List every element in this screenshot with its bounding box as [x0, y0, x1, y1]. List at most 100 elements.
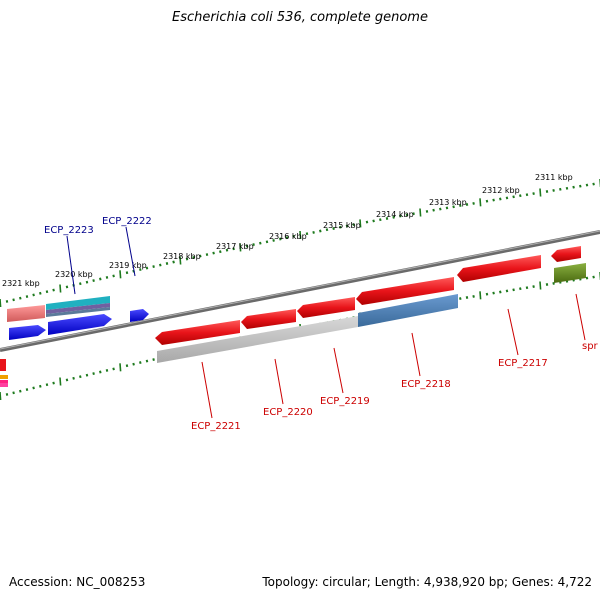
outer-scale-tick	[559, 187, 562, 191]
inner-scale-tick	[45, 383, 49, 387]
outer-scale-tick	[345, 224, 349, 228]
inner-scale-tick	[19, 389, 22, 393]
inner-scale-tick	[59, 377, 62, 386]
inner-scale-tick	[519, 287, 522, 291]
outer-scale-tick	[225, 248, 229, 252]
feature-steel-band[interactable]	[358, 294, 458, 327]
outer-scale-tick	[492, 198, 495, 202]
outer-scale-tick	[592, 182, 595, 186]
gene-right-red[interactable]	[551, 246, 581, 262]
gene-label-ECP_2219[interactable]: ECP_2219	[320, 396, 370, 407]
inner-scale-tick	[112, 367, 115, 371]
inner-scale-tick	[25, 388, 29, 392]
outer-scale-tick	[152, 265, 155, 269]
gene-ECP_2219-feature[interactable]	[297, 297, 355, 318]
inner-scale-tick	[125, 364, 129, 368]
feature-olive[interactable]	[554, 263, 586, 283]
gene-label-spr[interactable]: spr	[582, 341, 599, 352]
inner-scale-tick	[592, 275, 595, 279]
feature-gray-band[interactable]	[157, 316, 358, 363]
outer-scale-tick	[199, 254, 202, 258]
inner-scale-tick	[119, 363, 122, 372]
outer-scale-tick	[572, 185, 575, 189]
outer-scale-tick	[459, 204, 462, 208]
inner-scale-tick	[0, 391, 2, 401]
inner-scale-tick	[52, 381, 55, 385]
gene-label-ECP_2220[interactable]: ECP_2220	[263, 407, 313, 418]
outer-scale-tick	[19, 296, 22, 300]
outer-scale-tick	[579, 184, 582, 188]
outer-scale-tick	[212, 251, 215, 255]
gene-label-ECP_2222[interactable]: ECP_2222	[102, 216, 152, 227]
scale-label-2317: 2317 kbp	[216, 242, 254, 251]
gene-ECP_2218-feature[interactable]	[356, 277, 454, 305]
outer-scale-tick	[392, 215, 395, 219]
inner-scale-tick	[145, 359, 149, 363]
inner-scale-tick	[12, 391, 15, 395]
outer-scale-tick	[139, 268, 142, 272]
outer-scale-tick	[399, 214, 402, 218]
inner-scale-tick	[512, 288, 515, 292]
gene-salmon[interactable]	[7, 305, 45, 322]
gene-label-ECP_2223[interactable]: ECP_2223	[44, 225, 94, 236]
inner-scale-tick	[152, 358, 155, 362]
map-title: Escherichia coli 536, complete genome	[172, 10, 428, 25]
gene-label-ECP_2218[interactable]: ECP_2218	[401, 379, 451, 390]
outer-scale-tick	[5, 299, 9, 303]
outer-scale-tick	[99, 277, 102, 281]
gene-ECP_2222-feature[interactable]	[130, 309, 149, 322]
outer-scale-tick	[292, 234, 295, 238]
outer-scale-tick	[419, 208, 422, 217]
outer-scale-tick	[112, 274, 115, 278]
outer-scale-tick	[105, 275, 109, 279]
outer-scale-tick	[125, 271, 129, 275]
outer-scale-tick	[79, 282, 82, 286]
outer-scale-tick	[305, 232, 309, 236]
outer-scale-tick	[65, 285, 69, 289]
inner-scale-tick	[472, 294, 475, 298]
scale-label-2318: 2318 kbp	[163, 252, 201, 261]
inner-scale-tick	[139, 361, 142, 365]
gene-label-ECP_2217[interactable]: ECP_2217	[498, 358, 548, 369]
outer-scale-tick	[92, 279, 95, 283]
outer-scale-tick	[525, 193, 529, 197]
inner-scale-tick	[545, 283, 549, 286]
outer-scale-tick	[119, 270, 122, 279]
outer-scale-tick	[45, 290, 49, 294]
inner-scale-tick	[65, 378, 69, 382]
outer-scale-tick	[445, 206, 449, 210]
outer-scale-tick	[232, 247, 235, 251]
outer-scale-tick	[272, 238, 275, 242]
outer-scale-tick	[372, 219, 375, 223]
scale-label-2316: 2316 kbp	[269, 232, 307, 241]
gene-left-stubs[interactable]	[0, 359, 8, 387]
gene-ECP_2217-feature[interactable]	[457, 255, 541, 282]
outer-scale-tick	[319, 229, 322, 233]
inner-scale-tick	[39, 384, 42, 388]
gene-ECP_2223-feature[interactable]	[46, 296, 110, 317]
outer-scale-tick	[512, 195, 515, 199]
gene-ECP_2220-feature[interactable]	[241, 309, 296, 329]
outer-scale-tick	[25, 295, 29, 299]
leader-lines	[66, 226, 586, 419]
outer-scale-tick	[439, 207, 442, 211]
inner-scale-tick	[99, 370, 102, 374]
scale-label-2314: 2314 kbp	[376, 210, 414, 219]
gene-blue-1[interactable]	[9, 325, 46, 340]
outer-scale-tick	[472, 201, 475, 205]
scale-label-2321: 2321 kbp	[2, 279, 40, 288]
inner-scale-tick	[5, 392, 9, 396]
accession-text: Accession: NC_008253	[9, 575, 146, 589]
outer-scale-tick	[299, 230, 302, 240]
inner-scale-tick	[499, 290, 502, 294]
outer-scale-tick	[405, 213, 409, 217]
topology-text: Topology: circular; Length: 4,938,920 bp…	[262, 575, 592, 589]
inner-scale-tick	[492, 291, 495, 295]
outer-scale-tick	[165, 262, 169, 265]
gene-ECP_2221-feature[interactable]	[155, 320, 240, 345]
outer-scale-tick	[0, 298, 2, 308]
outer-scale-track	[0, 179, 600, 308]
gene-blue-2[interactable]	[48, 314, 112, 335]
gene-label-ECP_2221[interactable]: ECP_2221	[191, 421, 241, 432]
